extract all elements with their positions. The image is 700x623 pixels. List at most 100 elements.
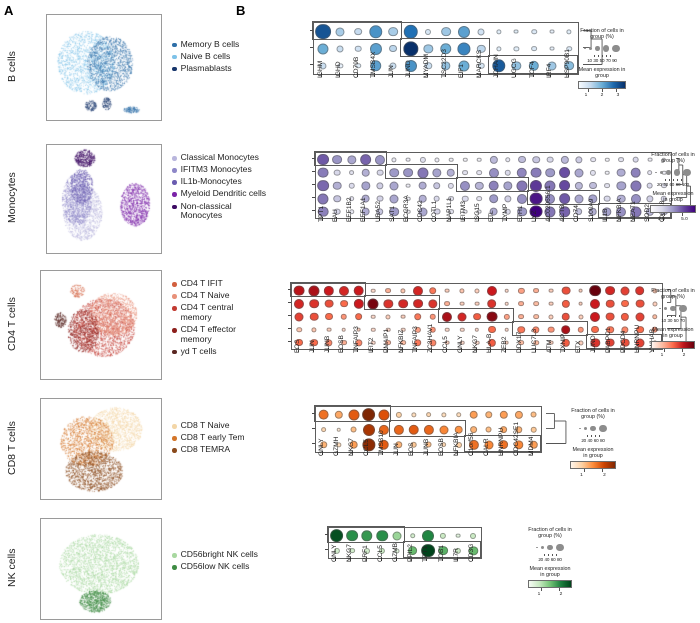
dotplot-dot[interactable] (578, 339, 584, 346)
dotplot-dot[interactable] (646, 194, 654, 203)
dotplot-dot[interactable] (405, 196, 411, 201)
dotplot-dot[interactable] (385, 287, 392, 294)
dotplot-dot[interactable] (341, 327, 347, 332)
dotplot-dot[interactable] (533, 287, 540, 294)
dotplot-dot[interactable] (514, 410, 523, 419)
dotplot-dot[interactable] (652, 287, 658, 294)
dotplot-dot[interactable] (353, 298, 364, 309)
dotplot-dot[interactable] (455, 411, 462, 418)
dotplot-dot[interactable] (618, 156, 625, 163)
dotplot-dot[interactable] (309, 298, 319, 309)
expression-colorbar[interactable] (650, 205, 696, 214)
dotplot-dot[interactable] (532, 155, 540, 164)
dotplot-grid-cd8[interactable] (315, 406, 542, 453)
dotplot-dot[interactable] (566, 45, 572, 52)
dotplot-dot[interactable] (544, 205, 556, 218)
dotplot-dot[interactable] (474, 340, 480, 345)
dotplot-dot[interactable] (518, 339, 525, 346)
dotplot-dot[interactable] (361, 168, 370, 177)
umap-legend-item[interactable]: CD8 T Naive (172, 420, 245, 431)
dotplot-dot[interactable] (558, 205, 571, 218)
dotplot-dot[interactable] (423, 424, 434, 435)
dotplot-dot[interactable] (326, 327, 332, 332)
dotplot-dot[interactable] (635, 338, 645, 347)
dotplot-dot[interactable] (389, 44, 398, 53)
dotplot-dot[interactable] (425, 28, 432, 35)
umap-legend-item[interactable]: CD4 T Naive (172, 290, 267, 301)
dotplot-dot[interactable] (439, 425, 448, 434)
dotplot-dot[interactable] (604, 170, 610, 175)
dotplot-dot[interactable] (407, 545, 418, 556)
dotplot-dot[interactable] (652, 300, 658, 307)
dotplot-dot[interactable] (504, 169, 511, 176)
dotplot-dot[interactable] (405, 157, 411, 162)
dotplot-dot[interactable] (604, 182, 611, 189)
umap-plot-0[interactable] (46, 14, 162, 121)
dotplot-dot[interactable] (333, 194, 342, 203)
dotplot-dot[interactable] (332, 154, 343, 165)
dotplot-dot[interactable] (485, 426, 492, 433)
dotplot-dot[interactable] (457, 41, 471, 56)
dotplot-dot[interactable] (361, 207, 371, 216)
dotplot-dot[interactable] (320, 426, 327, 433)
dotplot-dot[interactable] (514, 425, 523, 434)
dotplot-dot[interactable] (441, 60, 451, 71)
dotplot-dot[interactable] (635, 299, 645, 308)
umap-legend-item[interactable]: CD56bright NK cells (172, 549, 258, 560)
dotplot-dot[interactable] (317, 179, 329, 192)
dotplot-dot[interactable] (459, 287, 465, 294)
dotplot-dot[interactable] (529, 205, 543, 218)
dotplot-dot[interactable] (621, 325, 629, 334)
dotplot-dot[interactable] (476, 157, 482, 162)
umap-legend-item[interactable]: CD4 T IFIT (172, 278, 267, 289)
dotplot-dot[interactable] (603, 195, 611, 202)
dotplot-dot[interactable] (421, 529, 434, 542)
dotplot-dot[interactable] (442, 311, 453, 322)
dotplot-dot[interactable] (376, 195, 384, 202)
dotplot-dot[interactable] (392, 531, 402, 540)
dotplot-dot[interactable] (602, 206, 612, 217)
dotplot-dot[interactable] (511, 60, 522, 71)
dotplot-dot[interactable] (345, 529, 358, 542)
dotplot-dot[interactable] (354, 45, 362, 52)
dotplot-dot[interactable] (408, 424, 419, 435)
dotplot-dot[interactable] (369, 59, 382, 72)
dotplot-dot[interactable] (317, 206, 329, 217)
dotplot-dot[interactable] (333, 169, 341, 176)
dotplot-dot[interactable] (489, 207, 498, 216)
dotplot-dot[interactable] (458, 59, 470, 72)
dotplot-grid-nk[interactable] (328, 527, 482, 559)
dotplot-dot[interactable] (346, 154, 357, 165)
dotplot-dot[interactable] (317, 42, 329, 55)
dotplot-dot[interactable] (620, 312, 630, 321)
dotplot-dot[interactable] (410, 441, 417, 448)
dotplot-dot[interactable] (354, 27, 362, 36)
dotplot-dot[interactable] (533, 339, 539, 346)
dotplot-dot[interactable] (489, 155, 498, 164)
dotplot-dot[interactable] (477, 62, 485, 69)
dotplot-dot[interactable] (425, 441, 432, 448)
umap-plot-2[interactable] (40, 270, 162, 380)
dotplot-dot[interactable] (476, 195, 483, 202)
dotplot-dot[interactable] (462, 157, 468, 162)
dotplot-dot[interactable] (429, 326, 436, 333)
dotplot-dot[interactable] (468, 439, 479, 450)
dotplot-dot[interactable] (560, 155, 569, 164)
dotplot-dot[interactable] (371, 288, 376, 293)
dotplot-dot[interactable] (374, 154, 385, 165)
dotplot-dot[interactable] (447, 208, 454, 215)
dotplot-dot[interactable] (518, 300, 525, 307)
dotplot-dot[interactable] (378, 424, 389, 435)
dotplot-dot[interactable] (409, 532, 416, 539)
dotplot-dot[interactable] (518, 313, 525, 320)
dotplot-dot[interactable] (355, 62, 361, 69)
dotplot-dot[interactable] (605, 338, 615, 347)
dotplot-dot[interactable] (325, 312, 333, 321)
dotplot-dot[interactable] (486, 311, 498, 322)
dotplot-dot[interactable] (440, 441, 447, 448)
dotplot-dot[interactable] (651, 313, 658, 320)
dotplot-dot[interactable] (499, 410, 508, 419)
dotplot-dot[interactable] (353, 285, 364, 296)
dotplot-dot[interactable] (530, 167, 542, 178)
dotplot-dot[interactable] (548, 313, 554, 320)
